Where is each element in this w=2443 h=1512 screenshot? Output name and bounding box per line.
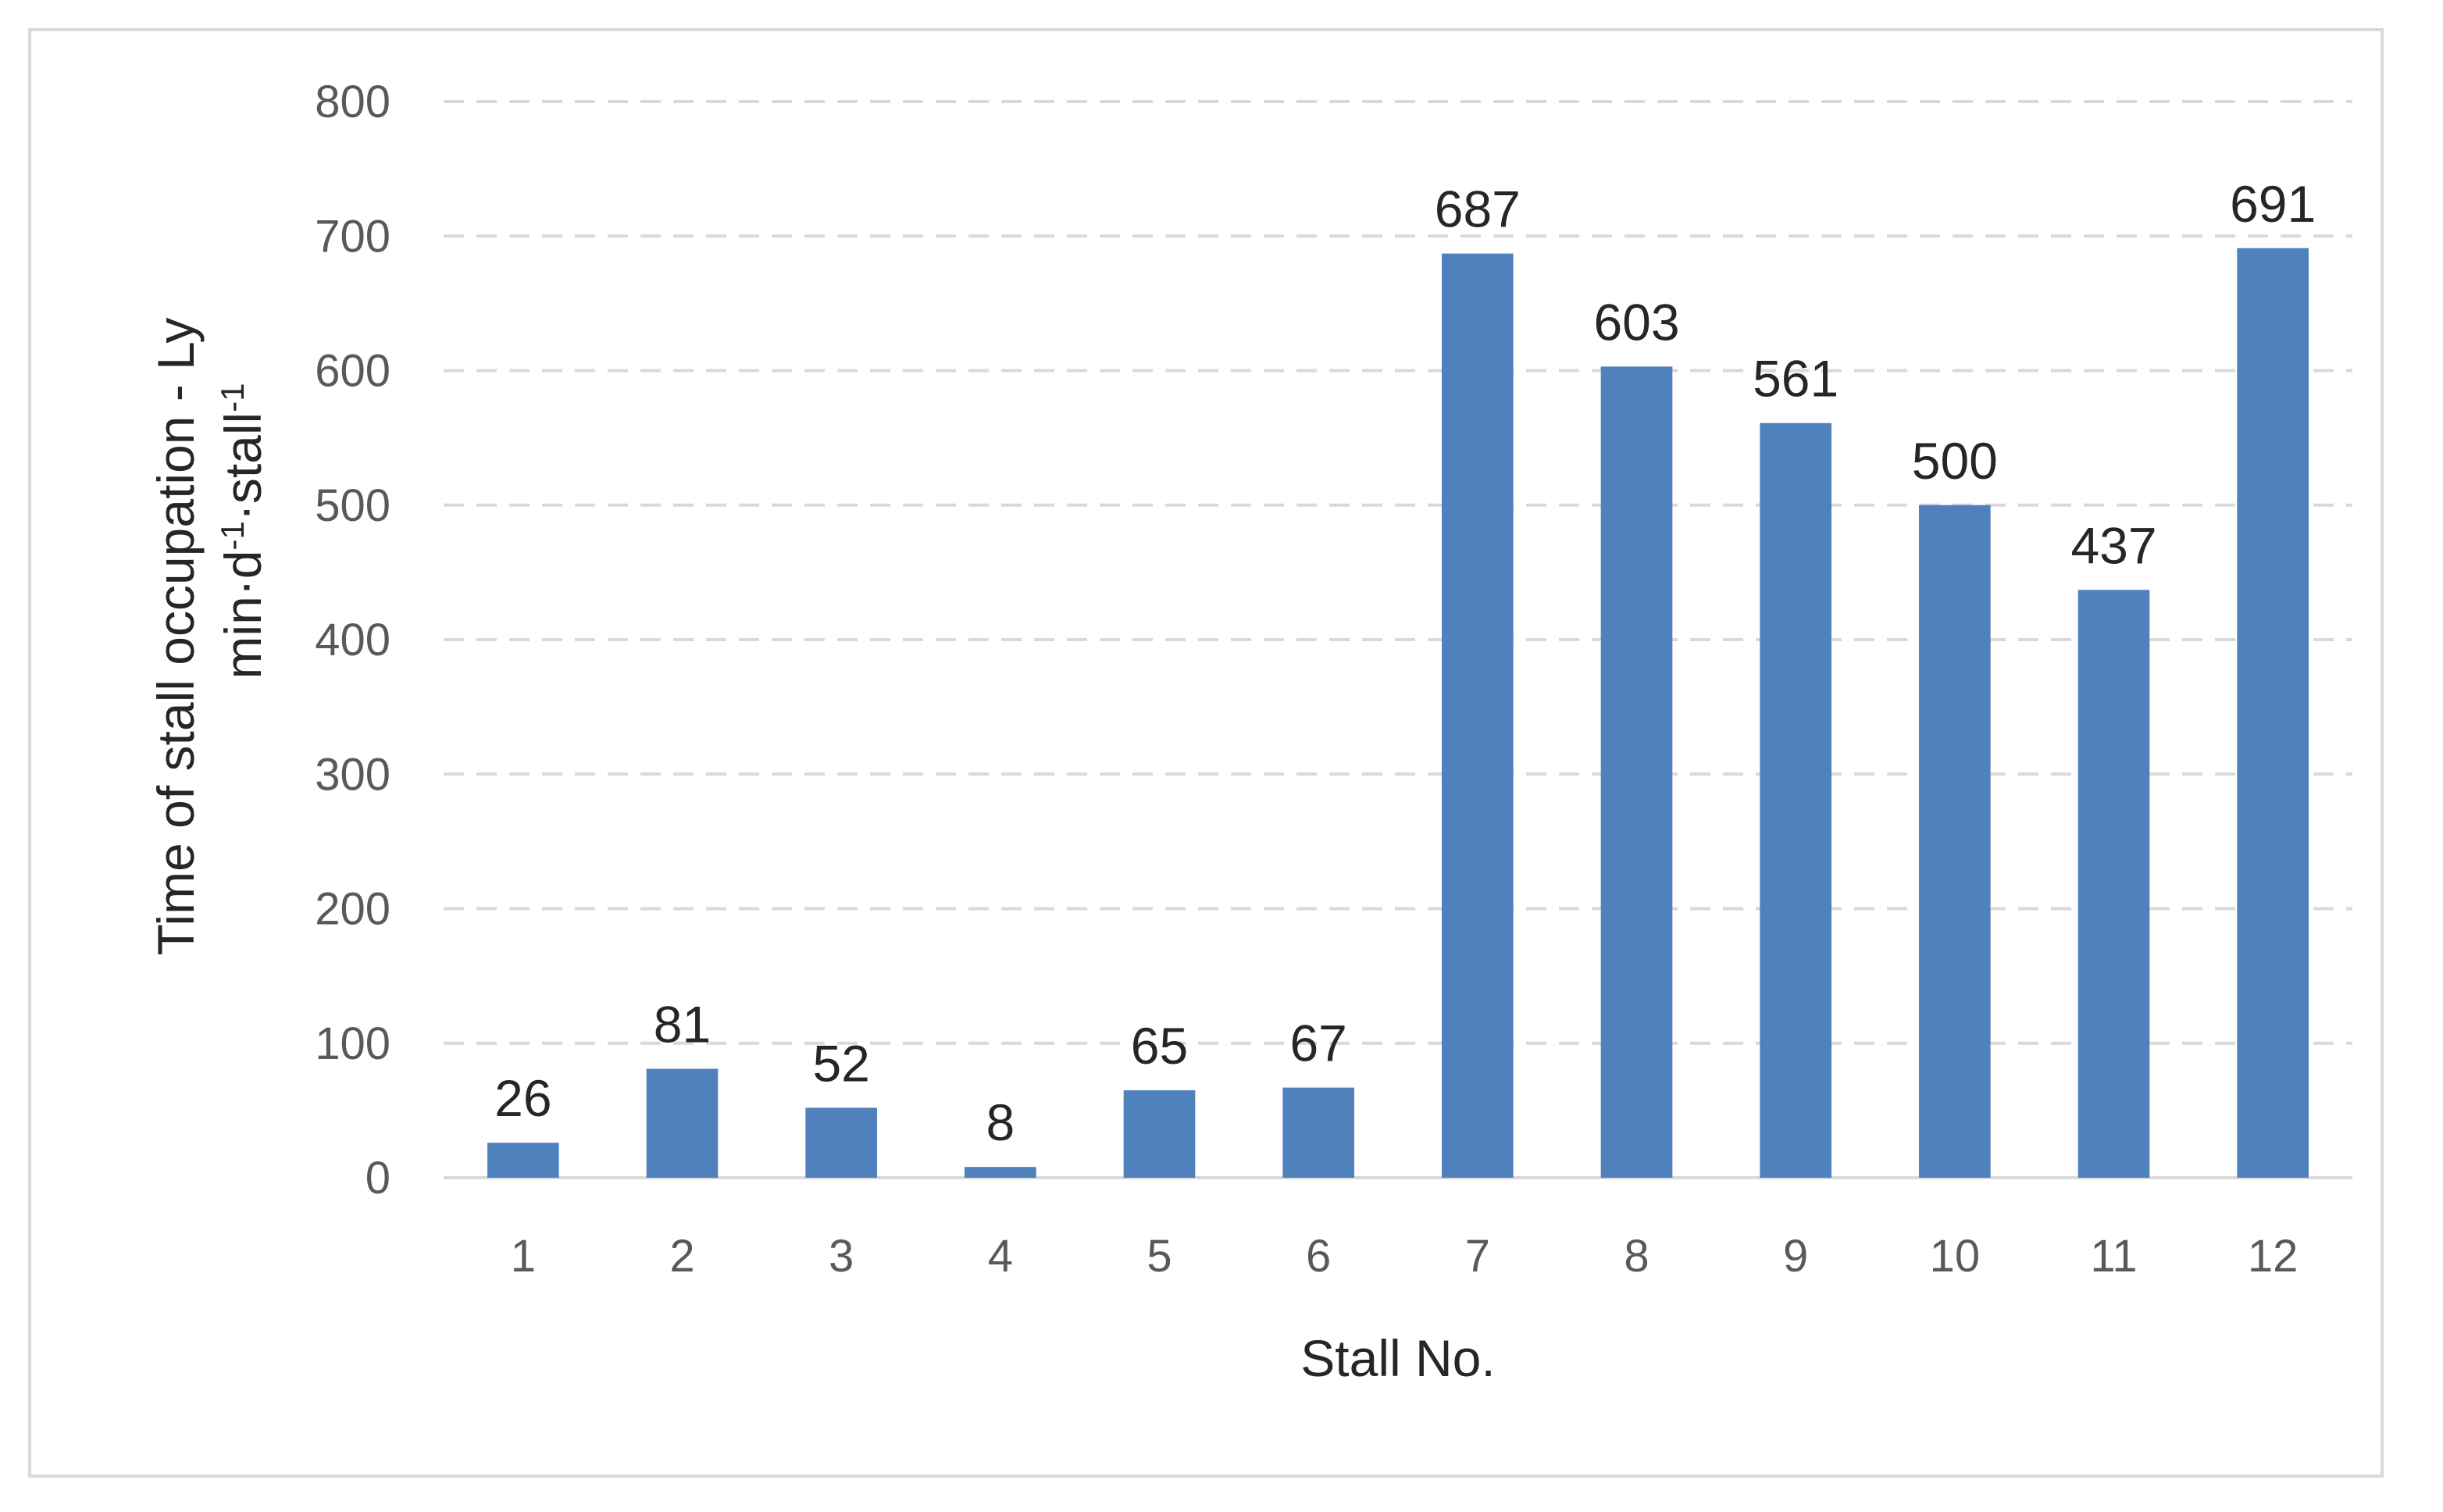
x-tick-label: 6 — [1306, 1231, 1331, 1282]
bar-stall-11 — [2077, 590, 2150, 1178]
y-tick-label: 800 — [315, 77, 391, 127]
x-tick-label: 12 — [2248, 1231, 2299, 1282]
data-label: 65 — [1131, 1017, 1188, 1075]
x-tick-label: 7 — [1465, 1231, 1490, 1282]
x-tick-label: 5 — [1147, 1231, 1172, 1282]
bar-stall-5 — [1123, 1090, 1196, 1178]
data-label: 52 — [812, 1034, 869, 1092]
x-tick-label: 8 — [1624, 1231, 1649, 1282]
x-tick-label: 1 — [511, 1231, 536, 1282]
bar-stall-1 — [487, 1143, 559, 1178]
x-tick-label: 3 — [829, 1231, 854, 1282]
data-label: 687 — [1435, 180, 1521, 238]
y-axis-title-line2: min·d-1·stall-1 — [214, 383, 272, 679]
y-axis-unit-text: min·d — [214, 551, 272, 679]
y-tick-label: 400 — [315, 615, 391, 665]
bar-stall-4 — [965, 1167, 1036, 1178]
bar-stall-7 — [1442, 253, 1514, 1179]
x-axis-ticks: 1 2 3 4 5 6 7 8 9 10 11 12 — [511, 1231, 2299, 1282]
x-tick-label: 11 — [2090, 1231, 2137, 1282]
data-label: 603 — [1593, 293, 1679, 351]
y-tick-label: 700 — [315, 211, 391, 262]
y-tick-label: 300 — [315, 749, 391, 800]
bar-stall-8 — [1600, 366, 1673, 1178]
data-label: 500 — [1912, 432, 1998, 490]
y-axis-unit-sup2: -1 — [214, 383, 251, 412]
data-label: 81 — [654, 995, 711, 1053]
data-label: 437 — [2070, 516, 2156, 574]
bar-stall-9 — [1760, 423, 1831, 1178]
data-label: 26 — [494, 1069, 551, 1127]
y-axis-unit-mid: ·stall — [214, 412, 272, 521]
bar-stall-6 — [1282, 1087, 1354, 1178]
y-tick-label: 200 — [315, 884, 391, 935]
x-axis-title: Stall No. — [1300, 1329, 1495, 1387]
gridlines — [444, 100, 2352, 1045]
y-tick-label: 100 — [315, 1018, 391, 1069]
y-axis-title-line1: Time of stall occupation - Ly — [147, 318, 205, 956]
x-tick-label: 4 — [988, 1231, 1013, 1282]
x-tick-label: 2 — [669, 1231, 694, 1282]
chart-frame — [28, 28, 2384, 1478]
y-axis-ticks: 0 100 200 300 400 500 600 700 800 — [315, 77, 391, 1204]
data-label: 691 — [2230, 175, 2316, 233]
bar-stall-12 — [2237, 248, 2309, 1179]
data-label: 67 — [1289, 1015, 1346, 1072]
y-axis-unit-sup1: -1 — [214, 521, 251, 550]
data-label: 561 — [1753, 350, 1838, 408]
bar-stall-10 — [1919, 505, 1991, 1178]
bar-stall-2 — [646, 1068, 719, 1178]
data-labels: 26 81 52 8 65 67 687 603 561 500 437 691 — [494, 175, 2316, 1151]
bars — [487, 248, 2309, 1179]
bar-stall-3 — [805, 1107, 877, 1178]
x-tick-label: 9 — [1783, 1231, 1808, 1282]
x-tick-label: 10 — [1930, 1231, 1981, 1282]
y-tick-label: 500 — [315, 480, 391, 531]
y-tick-label: 600 — [315, 346, 391, 397]
y-tick-label: 0 — [366, 1153, 391, 1204]
data-label: 8 — [986, 1093, 1015, 1151]
